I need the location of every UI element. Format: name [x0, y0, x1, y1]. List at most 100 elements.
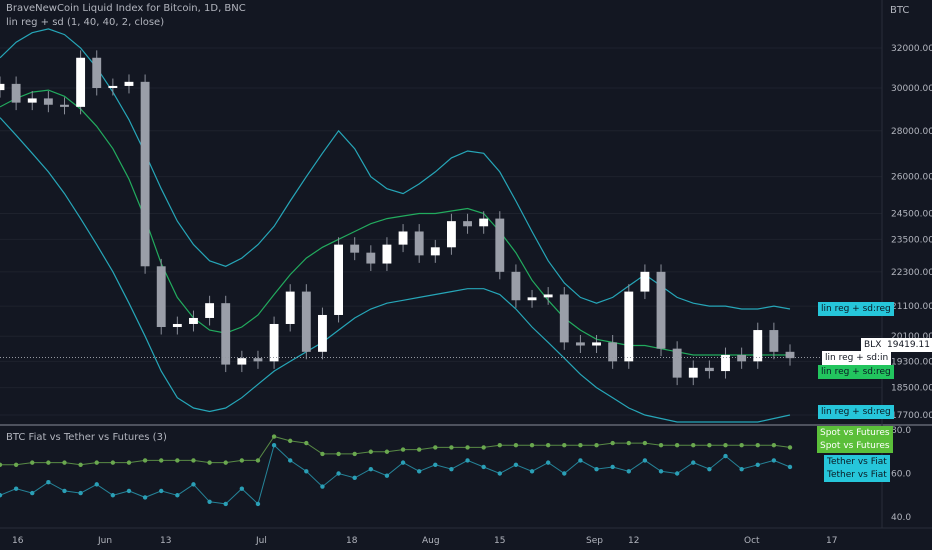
- price-tick-label: 17700.00: [891, 411, 932, 421]
- tether-fiat-point: [626, 469, 631, 474]
- spot-futures-point: [433, 445, 438, 450]
- tether-fiat-point: [288, 458, 293, 463]
- tether-fiat-point: [674, 471, 680, 476]
- spot-futures-point: [255, 458, 261, 463]
- candle-body: [753, 330, 763, 362]
- spot-futures-point: [416, 447, 422, 452]
- candle-body: [366, 252, 376, 264]
- spot-futures-point: [0, 462, 3, 467]
- candle-body: [430, 247, 440, 256]
- spot-futures-point: [239, 458, 245, 463]
- tether-fiat-point: [239, 486, 245, 491]
- spot-futures-point: [304, 440, 309, 446]
- tether-fiat-point: [707, 466, 712, 472]
- time-tick-label: 12: [628, 536, 639, 546]
- tether-fiat-point: [191, 482, 196, 487]
- price-tick-label: 26000.00: [891, 173, 932, 183]
- spot-futures-point: [320, 451, 325, 457]
- time-tick-label: 13: [160, 536, 171, 546]
- tether-fiat-point: [691, 460, 696, 465]
- spot-futures-point: [110, 460, 116, 465]
- tether-fiat-point: [62, 488, 67, 494]
- spot-futures-point: [191, 458, 196, 463]
- price-axis-ticks[interactable]: 32000.00 30000.00 28000.00 26000.00 24500.00…: [891, 44, 932, 421]
- blx-label: BLX: [861, 338, 885, 352]
- tether-fiat-point: [481, 464, 486, 470]
- candle-body: [108, 85, 118, 88]
- spot-futures-point: [481, 445, 486, 450]
- candle-body: [511, 271, 521, 301]
- lower-axis-ticks[interactable]: 80.0 60.0 40.0: [891, 426, 911, 523]
- tether-fiat-point: [545, 460, 551, 465]
- price-candles: [0, 50, 795, 386]
- spot-futures-point: [288, 438, 293, 444]
- spot-futures-point: [368, 449, 374, 454]
- candle-body: [608, 342, 618, 362]
- spot-futures-point: [771, 443, 777, 448]
- spot-futures-point: [400, 447, 406, 452]
- spot-futures-point: [384, 449, 390, 454]
- spot-futures-label-2: Spot vs Futures: [817, 439, 893, 453]
- time-axis-ticks[interactable]: 16 Jun 13 Jul 18 Aug 15 Sep 12 Oct 17: [12, 536, 837, 546]
- spot-futures-point: [578, 443, 583, 448]
- tether-fiat-point: [449, 466, 454, 472]
- candle-body: [318, 314, 327, 352]
- spot-futures-point: [610, 440, 615, 446]
- spot-futures-point: [594, 443, 599, 448]
- price-tick-label: 23500.00: [891, 235, 932, 245]
- tether-fiat-point: [642, 458, 648, 463]
- tether-fiat-point: [175, 493, 180, 498]
- candle-body: [737, 354, 747, 362]
- reg-upper-label: lin reg + sd:reg: [818, 302, 894, 316]
- candle-body: [27, 98, 37, 103]
- time-tick-label: Jul: [255, 536, 267, 546]
- spot-futures-point: [13, 462, 19, 467]
- reg-mid-label: lin reg + sd:in: [822, 351, 892, 365]
- tether-fiat-point: [207, 499, 212, 504]
- candle-body: [0, 83, 5, 91]
- tether-fiat-point: [142, 495, 148, 500]
- blx-price-label: 19419.11: [884, 338, 932, 352]
- spot-futures-point: [30, 460, 35, 465]
- chart-title[interactable]: BraveNewCoin Liquid Index for Bitcoin, 1…: [6, 3, 246, 14]
- candle-body: [592, 342, 601, 346]
- spot-futures-label-1: Spot vs Futures: [817, 426, 893, 440]
- candle-body: [463, 221, 472, 227]
- tether-fiat-point: [94, 482, 99, 487]
- candle-body: [575, 342, 585, 346]
- tether-fiat-point: [433, 462, 438, 467]
- candle-body: [704, 367, 714, 372]
- spot-futures-point: [271, 434, 277, 439]
- tether-fiat-point: [0, 493, 3, 498]
- tether-fiat-point: [271, 443, 277, 448]
- candle-body: [446, 221, 456, 248]
- tether-fiat-point: [610, 464, 615, 470]
- tether-fiat-point: [529, 469, 535, 474]
- spot-futures-point: [78, 462, 83, 467]
- tether-fiat-point: [771, 458, 777, 463]
- lower-tick-label: 60.0: [891, 470, 911, 480]
- lower-indicator-title[interactable]: BTC Fiat vs Tether vs Futures (3): [6, 432, 167, 443]
- price-tick-label: 32000.00: [891, 44, 932, 54]
- price-tick-label: 20100.00: [891, 332, 932, 342]
- currency-label: BTC: [890, 5, 910, 16]
- price-tick-label: 28000.00: [891, 127, 932, 137]
- spot-futures-point: [723, 443, 728, 448]
- candle-body: [221, 303, 231, 365]
- indicator-title[interactable]: lin reg + sd (1, 40, 40, 2, close): [6, 17, 165, 28]
- time-tick-label: Sep: [586, 536, 603, 546]
- tether-fiat-point: [578, 458, 583, 463]
- lower-tick-label: 40.0: [891, 513, 911, 523]
- candle-body: [769, 330, 779, 352]
- spot-futures-point: [707, 443, 712, 448]
- time-tick-label: Aug: [422, 536, 440, 546]
- price-tick-label: 30000.00: [891, 84, 932, 94]
- tether-fiat-point: [787, 464, 793, 470]
- price-tick-label: 18500.00: [891, 384, 932, 394]
- spot-futures-point: [46, 460, 51, 465]
- candle-body: [92, 57, 102, 88]
- candle-body: [688, 367, 698, 378]
- candle-body: [253, 358, 263, 362]
